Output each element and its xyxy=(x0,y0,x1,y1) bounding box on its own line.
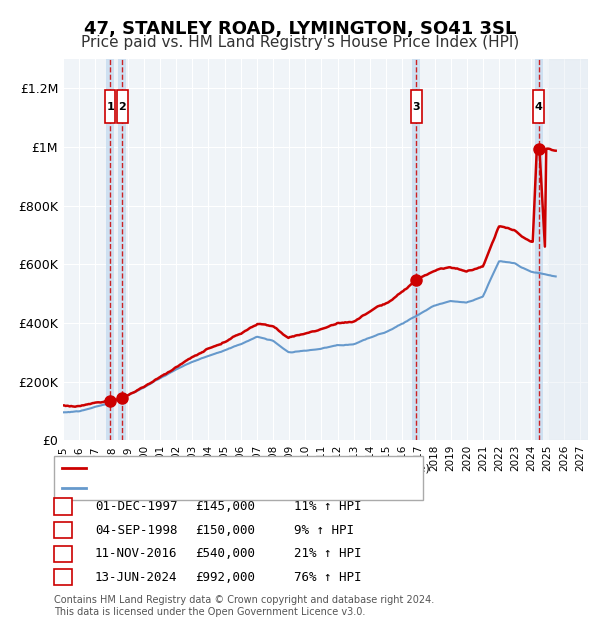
Text: 11-NOV-2016: 11-NOV-2016 xyxy=(95,547,178,560)
Bar xyxy=(412,59,421,440)
Text: 11% ↑ HPI: 11% ↑ HPI xyxy=(294,500,361,513)
Text: £540,000: £540,000 xyxy=(195,547,255,560)
FancyBboxPatch shape xyxy=(117,91,128,123)
Text: 4: 4 xyxy=(535,102,542,112)
Text: 1: 1 xyxy=(106,102,114,112)
FancyBboxPatch shape xyxy=(105,91,115,123)
Text: 2: 2 xyxy=(118,102,126,112)
Text: 3: 3 xyxy=(59,547,67,560)
Text: 1: 1 xyxy=(59,500,67,513)
Text: 3: 3 xyxy=(412,102,420,112)
Text: £150,000: £150,000 xyxy=(195,524,255,536)
Text: 4: 4 xyxy=(59,571,67,583)
Text: Contains HM Land Registry data © Crown copyright and database right 2024.
This d: Contains HM Land Registry data © Crown c… xyxy=(54,595,434,617)
Bar xyxy=(106,59,114,440)
Text: 47, STANLEY ROAD, LYMINGTON, SO41 3SL: 47, STANLEY ROAD, LYMINGTON, SO41 3SL xyxy=(84,20,516,38)
Bar xyxy=(535,59,543,440)
FancyBboxPatch shape xyxy=(411,91,422,123)
Text: 21% ↑ HPI: 21% ↑ HPI xyxy=(294,547,361,560)
Text: Price paid vs. HM Land Registry's House Price Index (HPI): Price paid vs. HM Land Registry's House … xyxy=(81,35,519,50)
Text: 01-DEC-1997: 01-DEC-1997 xyxy=(95,500,178,513)
Text: £145,000: £145,000 xyxy=(195,500,255,513)
Text: 13-JUN-2024: 13-JUN-2024 xyxy=(95,571,178,583)
Text: 2: 2 xyxy=(59,524,67,536)
Text: 9% ↑ HPI: 9% ↑ HPI xyxy=(294,524,354,536)
Text: 47, STANLEY ROAD, LYMINGTON, SO41 3SL (detached house): 47, STANLEY ROAD, LYMINGTON, SO41 3SL (d… xyxy=(89,464,430,474)
Text: 04-SEP-1998: 04-SEP-1998 xyxy=(95,524,178,536)
Text: £992,000: £992,000 xyxy=(195,571,255,583)
Text: HPI: Average price, detached house, New Forest: HPI: Average price, detached house, New … xyxy=(89,482,357,492)
Bar xyxy=(548,59,588,440)
FancyBboxPatch shape xyxy=(533,91,544,123)
Bar xyxy=(118,59,127,440)
Bar xyxy=(548,59,588,440)
Text: 76% ↑ HPI: 76% ↑ HPI xyxy=(294,571,361,583)
